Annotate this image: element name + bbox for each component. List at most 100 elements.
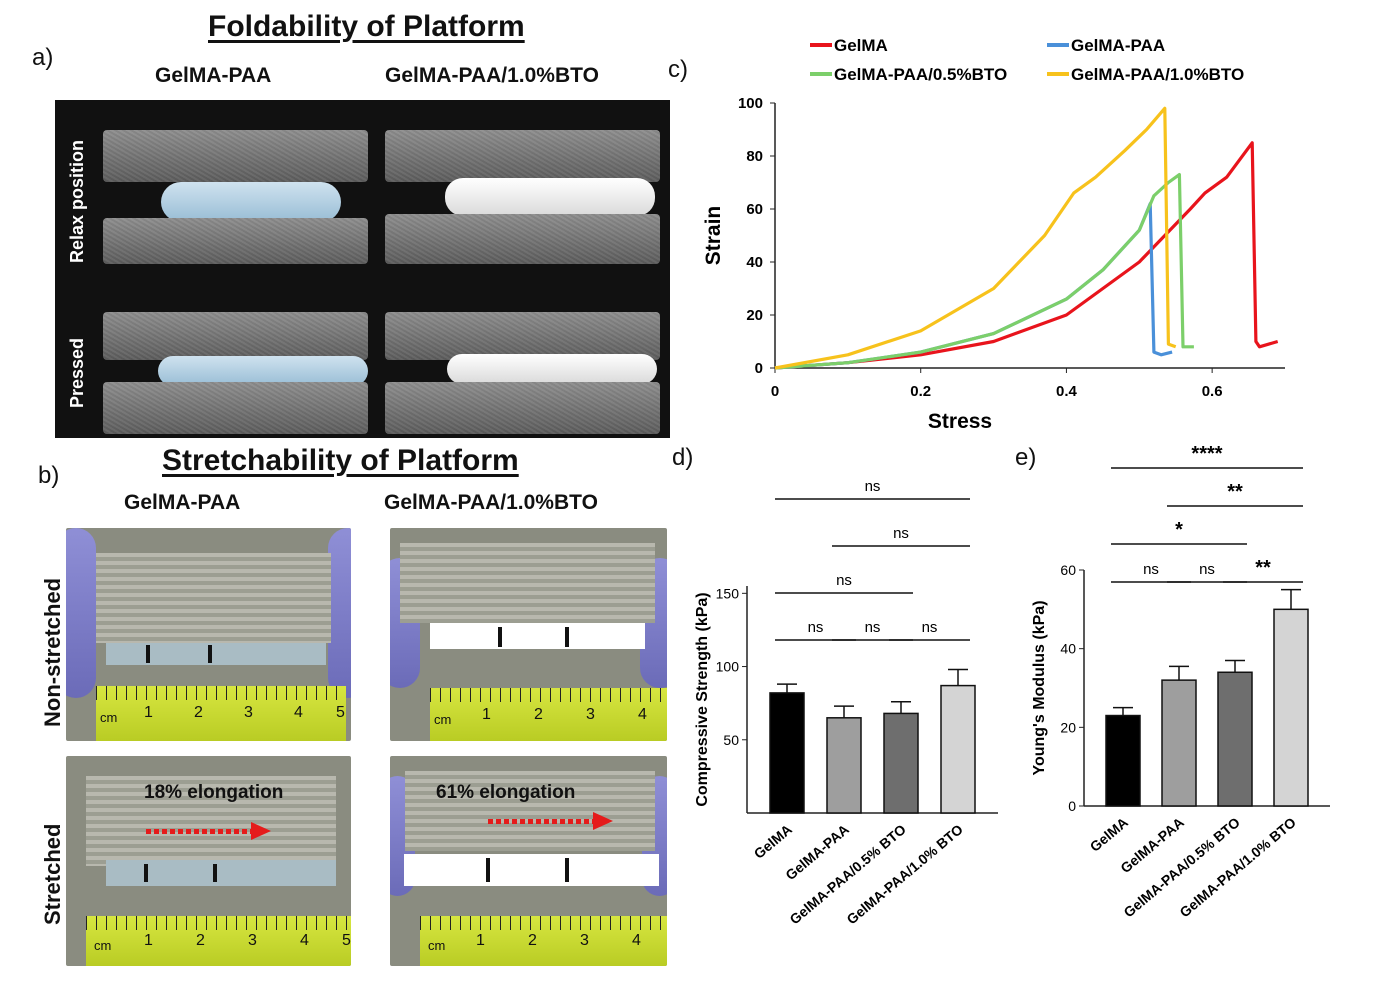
bar-2 [826, 717, 862, 814]
ruler-unit-4: cm [428, 938, 446, 953]
y-tick-label: 100 [738, 95, 763, 112]
fold-sample-pressed-bto [385, 312, 660, 434]
ruler-tick-3b: 3 [586, 706, 595, 723]
stretch-row-label-non: Non-stretched [40, 577, 65, 727]
significance-label-5: ** [1227, 481, 1243, 503]
panel-label-e: e) [1015, 444, 1037, 471]
ruler-tick-1d: 1 [476, 932, 485, 949]
y-tick-label: 20 [746, 307, 763, 324]
y-tick-label: 40 [1060, 641, 1076, 657]
fold-col-label-left: GelMA-PAA [155, 64, 272, 87]
significance-label-5: ns [893, 525, 909, 542]
fold-sample-pressed-gelma-paa [103, 312, 368, 434]
series-line-2 [774, 202, 1173, 370]
significance-label-3: ** [1255, 557, 1271, 579]
series-line-3 [774, 173, 1194, 370]
bar-3 [883, 712, 919, 814]
elongation-label-left: 18% elongation [144, 782, 284, 803]
panel-label-b: b) [38, 462, 60, 489]
bar-4 [1273, 608, 1309, 807]
significance-label-4: * [1175, 519, 1183, 541]
significance-label-3: ns [922, 619, 938, 636]
fold-sample-relax-gelma-paa [103, 130, 368, 265]
bar-1 [1105, 714, 1141, 807]
y-tick-label: 50 [723, 732, 739, 748]
ruler-tick-4: 4 [294, 704, 303, 721]
significance-label-4: ns [836, 572, 852, 589]
x-axis-title: Stress [928, 410, 992, 433]
bar-3 [1217, 671, 1253, 807]
y-tick-label: 40 [746, 254, 763, 271]
y-tick-label: 150 [716, 585, 740, 601]
legend-label-4: GelMA-PAA/1.0%BTO [1071, 65, 1244, 84]
y-tick-label: 60 [746, 201, 763, 218]
y-tick-label: 0 [755, 360, 763, 377]
y-tick-label: 0 [1068, 798, 1076, 814]
ruler-tick-4b: 4 [638, 706, 647, 723]
ruler-tick-4d: 4 [632, 932, 641, 949]
stretch-col-label-left: GelMA-PAA [124, 491, 241, 514]
y-axis-title: Young's Modulus (kPa) [1031, 600, 1048, 775]
significance-label-2: ns [1199, 561, 1215, 578]
panel-label-a: a) [32, 44, 54, 71]
significance-label-1: ns [1143, 561, 1159, 578]
legend-label-1: GelMA [834, 36, 888, 55]
significance-label-2: ns [865, 619, 881, 636]
category-label-1: GelMA [751, 821, 795, 862]
stretch-photo-stretched-gelma-paa: 18% elongation cm 1 2 3 4 5 [66, 756, 351, 966]
elongation-label-right: 61% elongation [436, 782, 576, 803]
category-label-1: GelMA [1087, 814, 1131, 855]
ruler-tick-2: 2 [194, 704, 203, 721]
x-tick-label: 0 [771, 383, 779, 400]
y-tick-label: 20 [1060, 719, 1076, 735]
significance-label-1: ns [808, 619, 824, 636]
y-tick-label: 80 [746, 148, 763, 165]
series-line-1 [774, 141, 1279, 370]
legend-label-2: GelMA-PAA [1071, 36, 1165, 55]
stretch-row-label-stretched: Stretched [40, 823, 65, 925]
foldability-title: Foldability of Platform [208, 10, 525, 43]
ruler-tick-2d: 2 [528, 932, 537, 949]
bar-2 [1161, 679, 1197, 807]
ruler-tick-1b: 1 [482, 706, 491, 723]
stretch-photo-non-bto: cm 1 2 3 4 [390, 528, 667, 741]
panel-label-d: d) [672, 444, 694, 471]
significance-label-6: ns [865, 478, 881, 495]
ruler-unit: cm [100, 710, 118, 725]
ruler-tick-2b: 2 [534, 706, 543, 723]
compressive-strength-chart: 50 100 150 Compressive Strength (kPa) GelMA G… [694, 478, 998, 928]
x-tick-label: 0.2 [910, 383, 931, 400]
significance-label-6: **** [1191, 443, 1222, 465]
legend-label-3: GelMA-PAA/0.5%BTO [834, 65, 1007, 84]
bar-1 [769, 692, 805, 814]
y-axis-title: Compressive Strength (kPa) [694, 592, 711, 806]
foldability-photo: Relax position Pressed [55, 100, 670, 438]
stretch-col-label-right: GelMA-PAA/1.0%BTO [384, 491, 598, 514]
ruler-tick-5c: 5 [342, 932, 351, 949]
stretch-photo-stretched-bto: 61% elongation cm 1 2 3 4 [390, 756, 667, 966]
panel-label-c: c) [668, 56, 688, 83]
y-tick-label: 60 [1060, 562, 1076, 578]
ruler-tick-3d: 3 [580, 932, 589, 949]
x-tick-label: 0.6 [1202, 383, 1223, 400]
ruler-tick-2c: 2 [196, 932, 205, 949]
ruler-tick-3: 3 [244, 704, 253, 721]
ruler-tick-1: 1 [144, 704, 153, 721]
stretch-photo-non-gelma-paa: cm 1 2 3 4 5 [66, 528, 351, 741]
ruler-tick-1c: 1 [144, 932, 153, 949]
ruler-tick-3c: 3 [248, 932, 257, 949]
ruler-unit-3: cm [94, 938, 112, 953]
stretchability-title: Stretchability of Platform [162, 444, 519, 477]
ruler-unit-2: cm [434, 712, 452, 727]
y-axis-title: Strain [702, 206, 725, 266]
bar-4 [940, 684, 976, 814]
category-label-4: GelMA-PAA/1.0% BTO [843, 821, 966, 928]
series-line-4 [774, 106, 1177, 370]
fold-col-label-right: GelMA-PAA/1.0%BTO [385, 64, 599, 87]
ruler-tick-5: 5 [336, 704, 345, 721]
ruler-tick-4c: 4 [300, 932, 309, 949]
fold-row-label-relax: Relax position [67, 139, 87, 263]
stress-strain-chart: 0 20 40 60 80 100 0 0.2 0.4 0.6 Stress Strain GelMA G… [702, 36, 1285, 433]
y-tick-label: 100 [716, 659, 740, 675]
